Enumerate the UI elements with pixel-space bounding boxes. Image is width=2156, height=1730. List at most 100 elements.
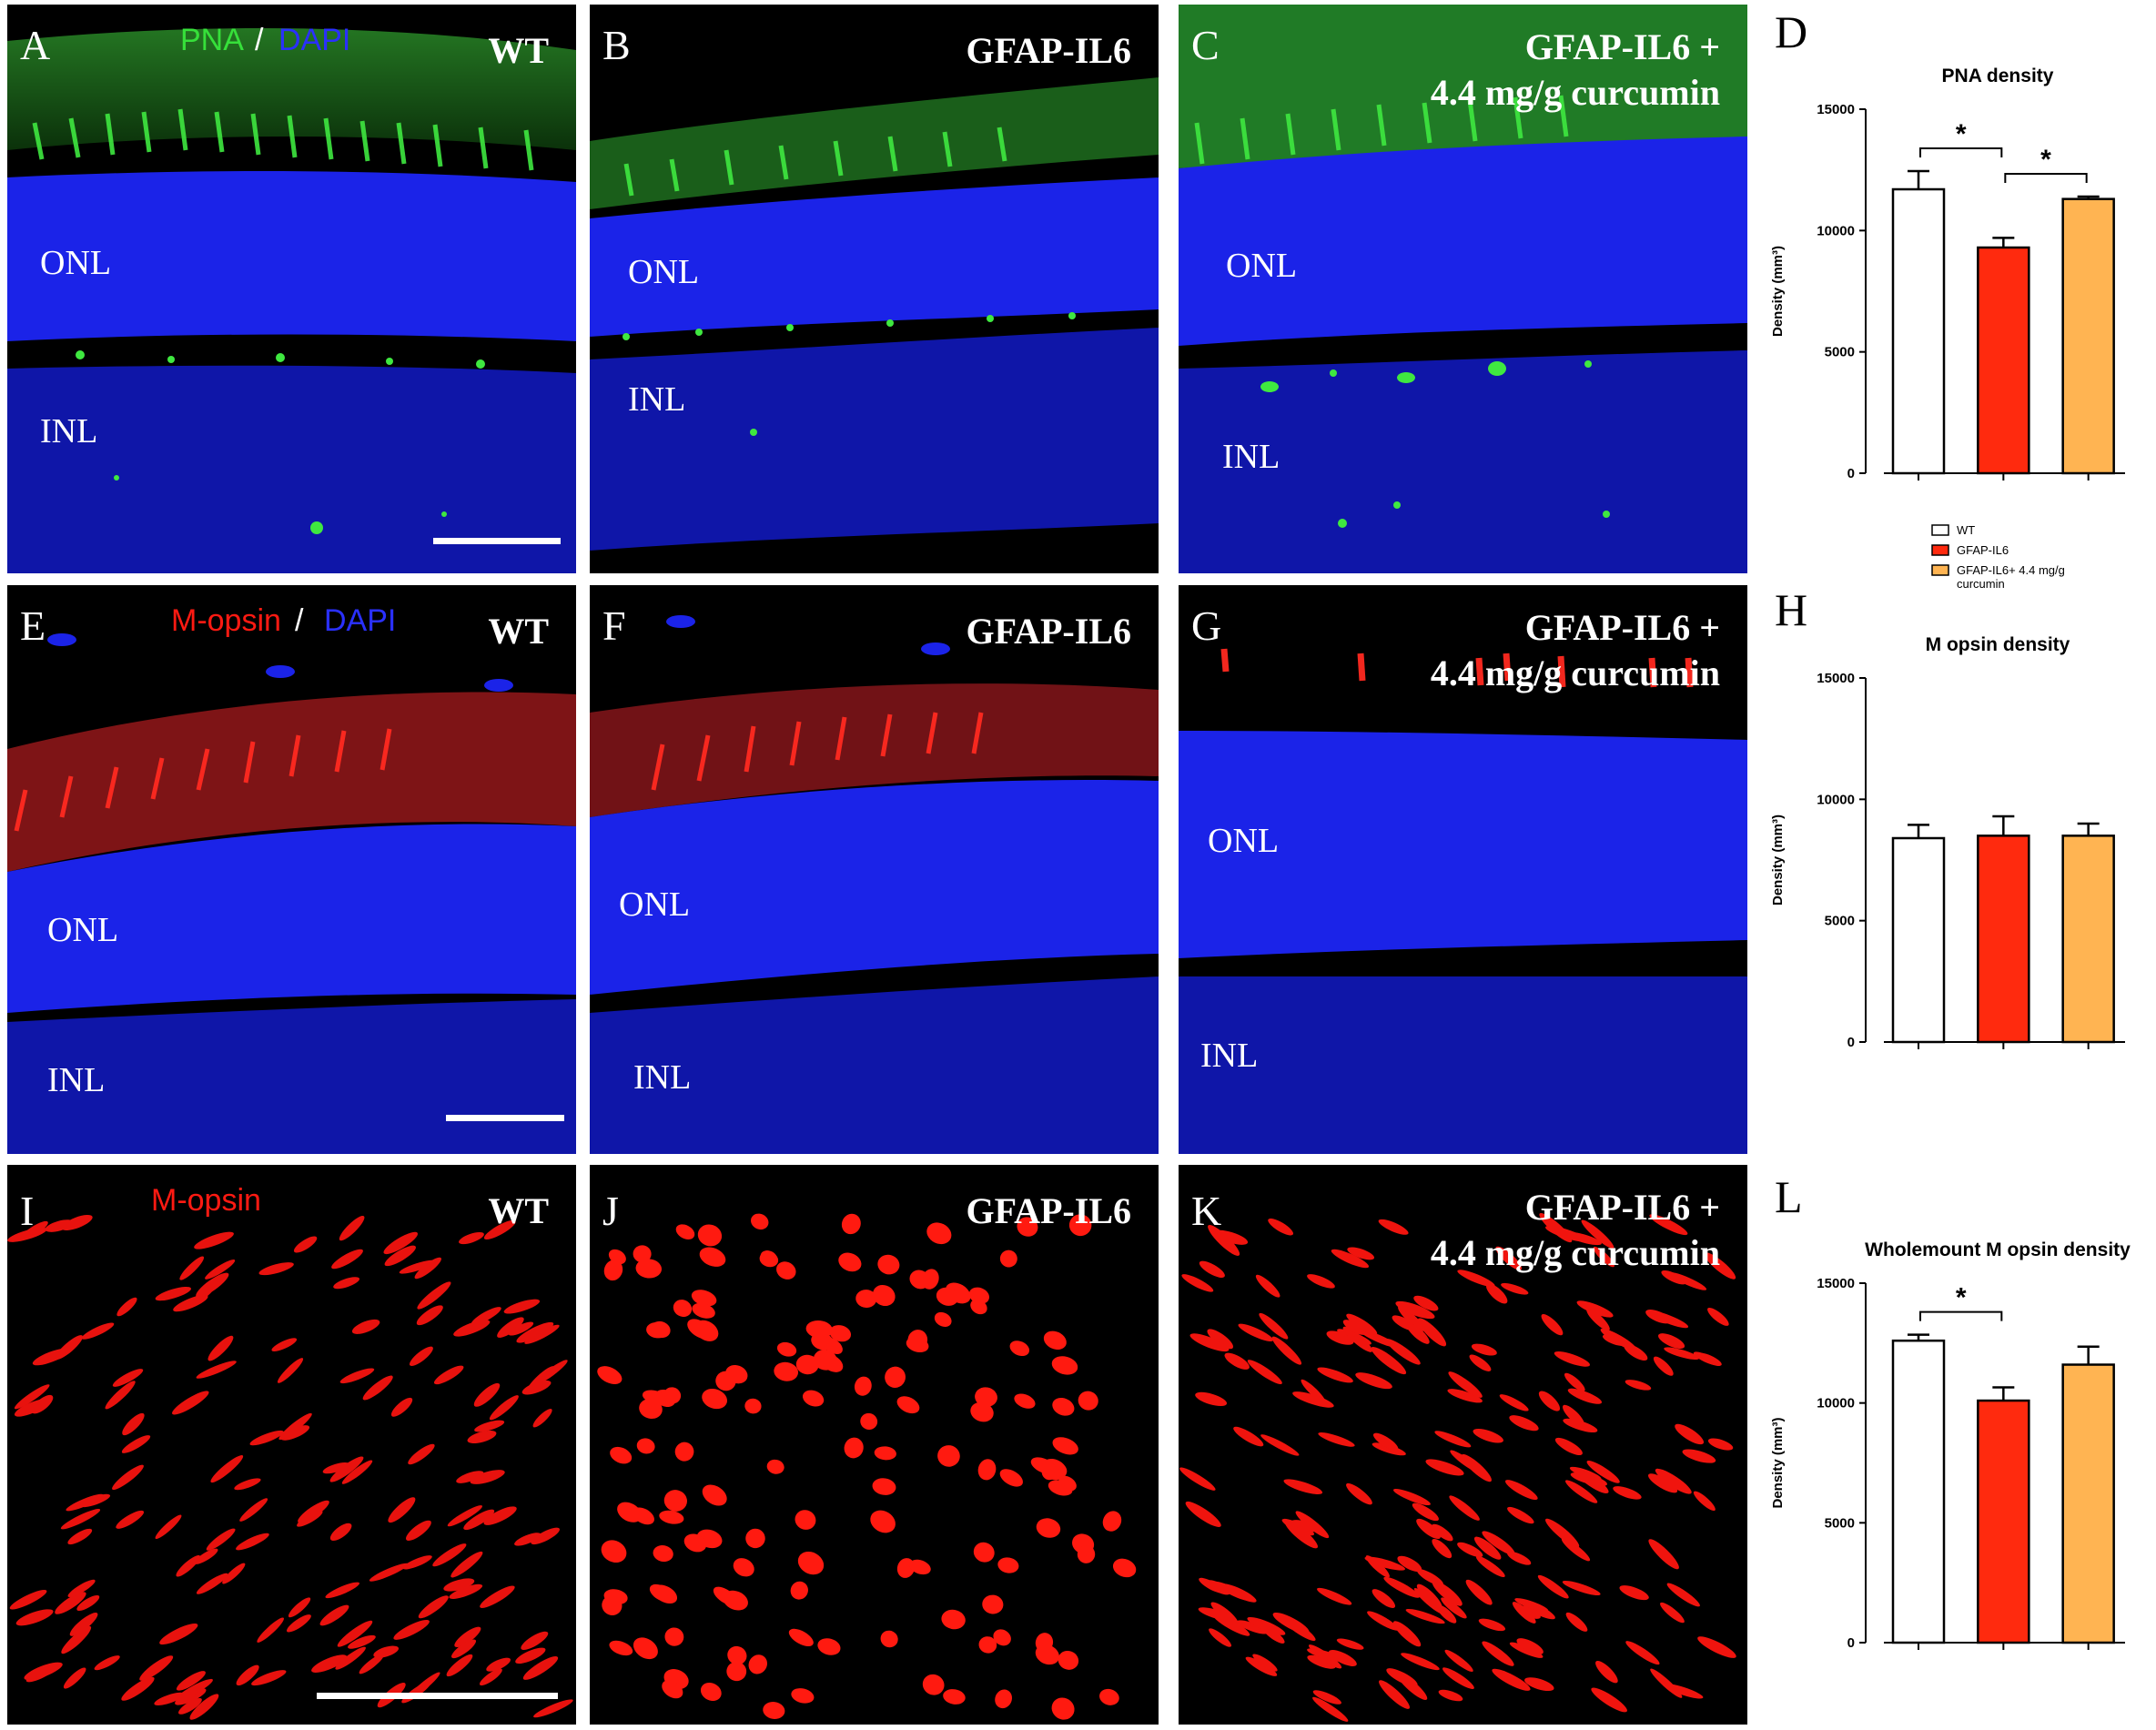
layer-label-inl: INL [633, 1058, 692, 1097]
chart-title: PNA density [1942, 66, 2054, 86]
opsin-cell [322, 1462, 350, 1474]
opsin-cell [521, 1631, 549, 1651]
y-tick-label: 10000 [1817, 1396, 1855, 1411]
layer-label-onl: ONL [47, 911, 119, 949]
opsin-cell [1554, 1437, 1583, 1456]
chart-title: M opsin density [1926, 634, 2070, 655]
chart-title: Wholemount M opsin density [1865, 1239, 2131, 1260]
opsin-cell [1208, 1224, 1240, 1256]
group-label: GFAP-IL6 [966, 30, 1131, 71]
opsin-cell [1283, 1479, 1323, 1494]
opsin-cell [1538, 1391, 1561, 1411]
panel-c-micrograph: C GFAP-IL6 + 4.4 mg/g curcumin ONL INL [1179, 5, 1747, 573]
panel-f-micrograph: F GFAP-IL6 ONL INL [590, 585, 1159, 1154]
opsin-cell [456, 1471, 484, 1483]
opsin-cell [633, 1637, 658, 1660]
opsin-cell [1291, 1520, 1320, 1533]
opsin-cell [617, 1502, 642, 1523]
opsin-cell [597, 1366, 623, 1384]
layer-label-onl: ONL [40, 244, 112, 282]
opsin-cell [278, 1412, 312, 1441]
opsin-cell [1707, 1307, 1729, 1326]
retina-section-texture [7, 28, 576, 573]
opsin-cell [408, 1443, 435, 1465]
opsin-cell [700, 1682, 722, 1701]
opsin-cell [112, 1464, 144, 1491]
opsin-cell [1371, 1347, 1407, 1375]
opsin-cell [1043, 1330, 1067, 1351]
panel-letter: H [1775, 584, 1808, 635]
opsin-cell [329, 1523, 352, 1542]
stain-label-pna: PNA [180, 23, 244, 57]
opsin-cell [1292, 1391, 1334, 1408]
stain-label-mopsin: M-opsin [151, 1183, 261, 1218]
opsin-cell [1009, 1340, 1030, 1357]
opsin-cell [673, 1300, 693, 1317]
opsin-cell [1051, 1356, 1078, 1375]
bar [2061, 835, 2115, 1044]
bar [1891, 1339, 1946, 1644]
opsin-cell [459, 1231, 484, 1245]
opsin-cell [1438, 1689, 1463, 1702]
opsin-cell [855, 1290, 877, 1308]
y-tick-label: 15000 [1817, 102, 1855, 117]
opsin-cell [222, 1563, 246, 1584]
legend-swatch [1931, 524, 1949, 536]
opsin-cell [483, 1219, 516, 1240]
opsin-cell [636, 1438, 655, 1454]
opsin-cell [1486, 1283, 1508, 1304]
opsin-cell [1507, 1506, 1534, 1524]
opsin-cell [339, 1368, 375, 1384]
opsin-cell [234, 1478, 261, 1491]
opsin-cell [277, 1358, 304, 1383]
opsin-cell [699, 1247, 726, 1267]
opsin-cell [999, 1469, 1023, 1487]
opsin-cell [805, 1320, 833, 1339]
opsin-cell [1591, 1687, 1627, 1713]
opsin-cell [1385, 1339, 1421, 1365]
panel-i-micrograph: I M-opsin WT [7, 1165, 576, 1725]
opsin-cell [872, 1478, 896, 1495]
opsin-cell [1693, 1351, 1719, 1366]
opsin-cell [1336, 1638, 1364, 1650]
opsin-cell [489, 1395, 519, 1421]
opsin-cell [725, 1364, 748, 1384]
group-label-line1: GFAP-IL6 + [1524, 1187, 1720, 1228]
opsin-cell [339, 1215, 365, 1241]
panel-letter: I [20, 1188, 35, 1234]
opsin-cell [1465, 1579, 1493, 1605]
opsin-cell [649, 1583, 674, 1603]
opsin-cell [1441, 1597, 1467, 1619]
opsin-cell [470, 1470, 505, 1484]
opsin-cell [633, 1245, 652, 1263]
opsin-cell [331, 1249, 363, 1270]
opsin-cell [997, 1557, 1019, 1573]
opsin-cell [880, 1630, 898, 1648]
opsin-cell [393, 1619, 430, 1640]
opsin-cell [635, 1259, 663, 1279]
opsin-cell [841, 1213, 861, 1235]
opsin-cell [325, 1582, 359, 1599]
y-tick-label: 10000 [1817, 223, 1855, 238]
opsin-cell [1342, 1326, 1372, 1352]
opsin-cell [1682, 1449, 1716, 1463]
scale-bar [317, 1693, 558, 1699]
opsin-cell [674, 1442, 694, 1462]
opsin-cell [1280, 1615, 1316, 1642]
bar [1977, 835, 2030, 1044]
opsin-cell [1052, 1437, 1078, 1455]
opsin-cell [1655, 1468, 1692, 1494]
opsin-cell [1697, 1636, 1736, 1658]
retina-section-texture [1179, 648, 1747, 1154]
bar [1891, 836, 1946, 1044]
y-tick-label: 5000 [1825, 1515, 1855, 1531]
group-label-line2: 4.4 mg/g curcumin [1430, 653, 1720, 693]
opsin-cell [1259, 1312, 1289, 1340]
opsin-cell [373, 1645, 400, 1658]
opsin-cell [433, 1365, 464, 1385]
opsin-cell [1509, 1415, 1539, 1432]
opsin-cell [1318, 1432, 1355, 1447]
opsin-cell [608, 1249, 626, 1265]
group-label-line2: 4.4 mg/g curcumin [1430, 1232, 1720, 1273]
opsin-cell [776, 1341, 797, 1357]
